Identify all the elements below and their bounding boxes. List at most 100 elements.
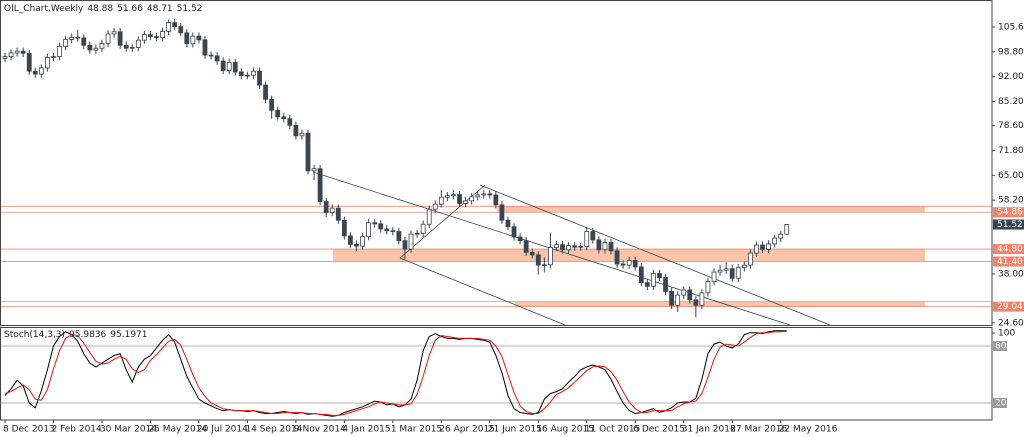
candle-body (693, 299, 699, 306)
candle-body (723, 268, 729, 271)
stoch-d-value: 95.1971 (110, 330, 147, 340)
candle-body (141, 34, 147, 41)
candle-body (481, 193, 487, 196)
candle-body (572, 245, 578, 248)
x-tick-label: 14 Sep 2014 (245, 425, 302, 435)
x-tick-label: 30 Mar 2014 (100, 425, 157, 435)
candle-body (105, 33, 111, 44)
candle-body (226, 62, 232, 71)
zone (333, 249, 925, 262)
candle-body (735, 267, 741, 279)
x-tick-label: 9 Nov 2014 (294, 425, 346, 435)
candle-body (251, 70, 256, 76)
candle-body (396, 231, 402, 242)
y-tick-label: 78.60 (998, 121, 1024, 131)
candle-body (535, 254, 541, 266)
candle-body (81, 37, 87, 46)
candle-body (590, 231, 596, 241)
candle-body (444, 195, 450, 198)
candle-body (541, 264, 547, 266)
price-label: 54.88 (997, 208, 1023, 218)
candle-body (287, 118, 293, 126)
price-label-box (993, 301, 1024, 312)
candle-body (69, 36, 75, 40)
candle-body (75, 36, 81, 39)
stoch-tick-label: 20 (995, 399, 1007, 409)
price-label-box (993, 244, 1024, 255)
chart-header: OIL_Chart,Weekly 48.88 51.66 48.71 51.52 (4, 4, 202, 14)
candle-body (154, 36, 159, 39)
candle-body (57, 45, 62, 58)
candle-body (160, 31, 165, 39)
candle-body (348, 235, 353, 245)
price-label: 41.40 (997, 257, 1023, 267)
x-tick-label: 31 Jan 2016 (682, 425, 736, 435)
candle-body (390, 230, 396, 232)
candle-body (747, 252, 753, 266)
candle-body (475, 194, 481, 198)
candle-body (38, 67, 44, 75)
candle-body (548, 247, 553, 266)
candle-body (711, 271, 717, 282)
candle-body (111, 31, 117, 35)
candle-body (366, 222, 372, 238)
ohlc-high: 51.66 (117, 4, 143, 14)
current-price-label: 51.52 (997, 220, 1023, 230)
candle-body (354, 243, 359, 247)
y-tick-label: 71.80 (998, 146, 1024, 156)
stoch-frame (0, 327, 993, 421)
candle-body (20, 50, 26, 54)
stoch-k-value: 95.9836 (69, 330, 106, 340)
candle-body (523, 240, 529, 253)
candle-body (220, 60, 226, 71)
stoch-title: Stoch(14,3,3) (4, 330, 65, 340)
stoch-tick-label: 100 (998, 329, 1015, 339)
candle-body (699, 292, 705, 306)
x-tick-label: 16 Aug 2015 (536, 425, 594, 435)
candle-body (687, 289, 693, 301)
candles (2, 18, 790, 318)
candle-body (487, 193, 493, 196)
candle-body (754, 244, 759, 254)
candle-body (2, 56, 8, 59)
y-tick-label: 105.60 (998, 23, 1024, 33)
zones (0, 205, 992, 307)
candle-body (469, 196, 475, 202)
candle-body (8, 52, 14, 58)
candle-body (675, 294, 681, 306)
candle-body (244, 74, 250, 77)
x-tick-label: 20 Jul 2014 (197, 425, 248, 435)
x-tick-label: 27 Mar 2016 (730, 425, 787, 435)
y-tick-label: 98.80 (998, 47, 1024, 57)
price-label-box (993, 207, 1024, 218)
channel-line (479, 184, 831, 325)
candle-body (372, 222, 378, 225)
candle-body (93, 47, 99, 51)
candle-body (493, 194, 499, 206)
y-tick-label: 58.20 (998, 196, 1024, 206)
candle-body (99, 43, 105, 49)
candle-body (511, 226, 517, 238)
candle-body (26, 52, 32, 72)
candle-body (517, 236, 523, 242)
zone (497, 206, 925, 213)
y-tick-label: 65.00 (998, 171, 1024, 181)
candle-body (129, 47, 135, 49)
candle-body (402, 240, 408, 250)
candle-body (178, 26, 184, 34)
candle-body (657, 273, 662, 278)
candle-body (51, 56, 56, 58)
candle-body (87, 44, 93, 51)
stoch-header: Stoch(14,3,3) 95.9836 95.1971 (4, 330, 148, 340)
candle-body (766, 243, 771, 250)
y-tick-label: 85.20 (998, 97, 1024, 107)
candle-body (626, 259, 632, 266)
candle-body (135, 39, 141, 48)
candle-body (269, 98, 275, 111)
candle-body (232, 62, 238, 73)
y-tick-label: 24.60 (998, 318, 1024, 328)
candle-body (608, 242, 614, 252)
